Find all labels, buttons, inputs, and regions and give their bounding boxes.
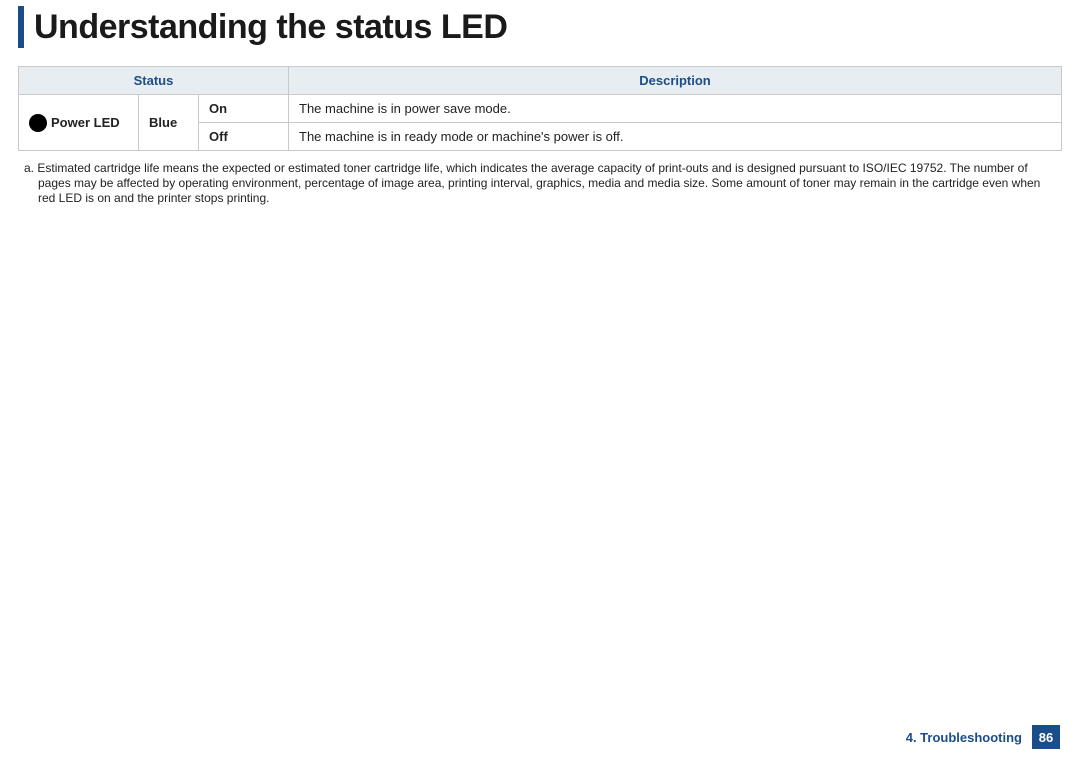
led-name-cell: Power LED [19,95,139,151]
footer-chapter: 4. Troubleshooting [906,730,1022,745]
led-state-cell: Off [199,123,289,151]
led-description-cell: The machine is in power save mode. [289,95,1062,123]
header-description: Description [289,67,1062,95]
footer-page-number: 86 [1032,725,1060,749]
footnote: a. Estimated cartridge life means the ex… [18,161,1062,206]
table-row: Power LED Blue On The machine is in powe… [19,95,1062,123]
power-led-icon [29,114,47,132]
led-color-cell: Blue [139,95,199,151]
footnote-marker: a. [24,161,34,175]
led-description-cell: The machine is in ready mode or machine'… [289,123,1062,151]
header-status: Status [19,67,289,95]
status-led-table: Status Description Power LED Blue On The… [18,66,1062,151]
title-accent-bar [18,6,24,48]
led-name-text: Power LED [51,115,120,130]
manual-page: Understanding the status LED Status Desc… [0,0,1080,763]
title-block: Understanding the status LED [18,0,1062,66]
led-state-cell: On [199,95,289,123]
footnote-text: Estimated cartridge life means the expec… [37,161,1040,205]
page-footer: 4. Troubleshooting 86 [906,725,1060,749]
table-header-row: Status Description [19,67,1062,95]
page-title: Understanding the status LED [34,8,507,47]
